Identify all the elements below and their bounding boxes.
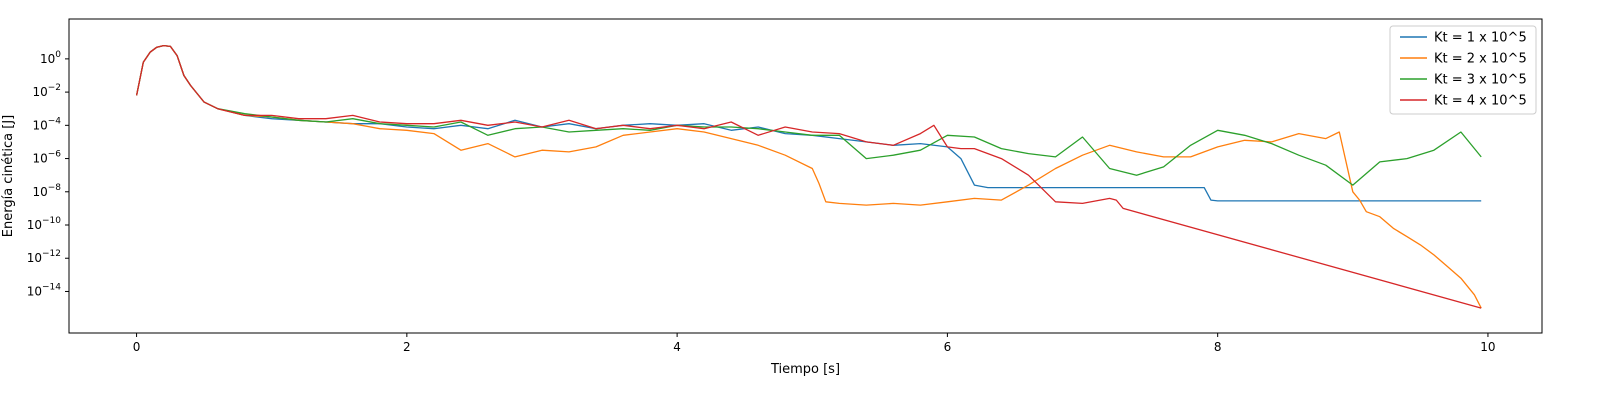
y-tick-label: 10−14 [27, 282, 62, 298]
y-tick-base: 10 [32, 85, 47, 99]
y-tick-exponent: −12 [42, 249, 61, 259]
y-tick-exponent: −8 [48, 183, 62, 193]
x-tick-label: 10 [1480, 340, 1495, 354]
plot-area [69, 19, 1542, 333]
series-group [135, 44, 1482, 309]
x-tick-label: 2 [403, 340, 411, 354]
y-tick-label: 10−4 [32, 116, 61, 132]
x-axis-label: Tiempo [s] [770, 362, 840, 377]
y-tick-label: 10−8 [32, 183, 61, 199]
y-tick-base: 10 [32, 152, 47, 166]
legend: Kt = 1 x 10^5 Kt = 2 x 10^5 Kt = 3 x 10^5 K… [1389, 25, 1537, 115]
y-tick-base: 10 [32, 185, 47, 199]
plot-frame [68, 18, 1543, 334]
y-tick-exponent: −4 [48, 116, 62, 126]
y-tick-base: 10 [27, 251, 42, 265]
x-tick-label: 4 [673, 340, 681, 354]
y-tick-exponent: −6 [48, 150, 62, 160]
legend-label: Kt = 4 x 10^5 [1434, 94, 1527, 109]
y-tick-base: 10 [27, 218, 42, 232]
y-axis-label: Energía cinética [J] [1, 115, 16, 237]
legend-label: Kt = 1 x 10^5 [1434, 31, 1527, 46]
y-tick-base: 10 [32, 118, 47, 132]
y-tick-exponent: −10 [42, 216, 61, 226]
y-tick-label: 10−6 [32, 150, 61, 166]
series-line-4 [135, 44, 1482, 309]
y-tick-label: 10−2 [32, 83, 61, 99]
x-tick-label: 0 [133, 340, 141, 354]
y-tick-exponent: −2 [48, 83, 61, 93]
x-tick-label: 8 [1214, 340, 1222, 354]
y-tick-label: 10−10 [27, 216, 62, 232]
x-axis-ticks: 0 2 4 6 8 10 [133, 333, 1496, 354]
y-tick-label: 100 [40, 50, 61, 66]
legend-label: Kt = 3 x 10^5 [1434, 73, 1527, 88]
legend-label: Kt = 2 x 10^5 [1434, 52, 1527, 67]
y-tick-exponent: −14 [42, 282, 61, 292]
y-tick-exponent: 0 [55, 50, 61, 60]
y-tick-base: 10 [40, 52, 55, 66]
y-tick-label: 10−12 [27, 249, 61, 265]
y-tick-base: 10 [27, 284, 42, 298]
legend-box [1389, 25, 1537, 115]
x-tick-label: 6 [944, 340, 952, 354]
